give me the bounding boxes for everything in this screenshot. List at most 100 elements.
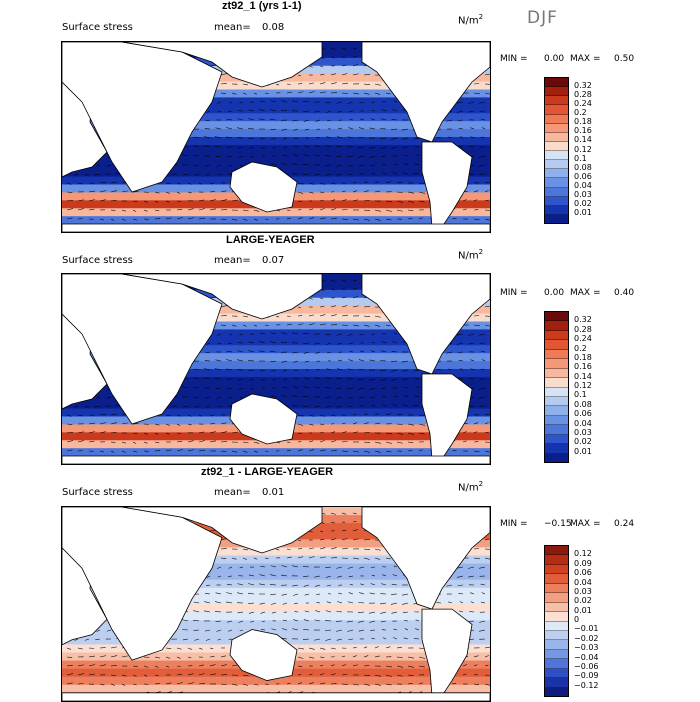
colorbar-tick-label: 0.06: [574, 568, 592, 577]
colorbar-swatch: [545, 151, 568, 160]
field-label: Surface stress: [62, 22, 133, 33]
colorbar-tick-label: 0.2: [574, 108, 587, 117]
colorbar-tick-label: 0.24: [574, 334, 592, 343]
units-label: N/m2: [458, 13, 483, 26]
colorbar-swatch: [545, 612, 568, 621]
panel-title: LARGE-YEAGER: [226, 234, 315, 246]
colorbar-swatch: [545, 78, 568, 87]
colorbar-swatch: [545, 546, 568, 555]
colorbar-swatch: [545, 688, 568, 696]
colorbar-tick-label: −0.04: [574, 653, 599, 662]
colorbar-swatch: [545, 96, 568, 105]
colorbar-swatch: [545, 350, 568, 359]
colorbar-tick-label: 0.12: [574, 381, 592, 390]
colorbar-tick-label: 0.03: [574, 587, 592, 596]
stress-map: [61, 506, 491, 702]
colorbar-swatch: [545, 340, 568, 349]
colorbar-swatch: [545, 454, 568, 462]
mean-value: 0.07: [262, 255, 284, 266]
colorbar-tick-label: 0.01: [574, 606, 592, 615]
colorbar-swatch: [545, 584, 568, 593]
colorbar-tick-label: −0.06: [574, 662, 599, 671]
colorbar-swatch: [545, 312, 568, 321]
units-base: N/m: [458, 250, 479, 261]
colorbar-swatch: [545, 142, 568, 151]
max-value: 0.50: [614, 54, 634, 64]
colorbar-swatch: [545, 669, 568, 678]
colorbar-tick-label: 0.1: [574, 154, 587, 163]
colorbar-tick-label: 0.02: [574, 437, 592, 446]
panel-title: zt92_1 (yrs 1-1): [222, 0, 302, 12]
colorbar-tick-label: −0.09: [574, 671, 599, 680]
colorbar-tick-label: 0.06: [574, 409, 592, 418]
colorbar-swatch: [545, 87, 568, 96]
colorbar-swatch: [545, 197, 568, 206]
colorbar-swatch: [545, 388, 568, 397]
colorbar-tick-label: 0.06: [574, 172, 592, 181]
colorbar-swatch: [545, 133, 568, 142]
colorbar-tick-label: 0.2: [574, 344, 587, 353]
colorbar-tick-label: 0.09: [574, 559, 592, 568]
map-canvas: [62, 42, 490, 232]
colorbar: [544, 311, 569, 463]
mean-value: 0.01: [262, 487, 284, 498]
colorbar-swatch: [545, 369, 568, 378]
units-exponent: 2: [479, 248, 483, 256]
colorbar-swatch: [545, 206, 568, 215]
colorbar-swatch: [545, 105, 568, 114]
colorbar-swatch: [545, 650, 568, 659]
colorbar-swatch: [545, 359, 568, 368]
colorbar-tick-label: 0.28: [574, 325, 592, 334]
colorbar-swatch: [545, 555, 568, 564]
colorbar-tick-label: 0.04: [574, 578, 592, 587]
colorbar-swatch: [545, 169, 568, 178]
colorbar-tick-label: 0.08: [574, 163, 592, 172]
landmass: [62, 224, 490, 232]
colorbar-swatch: [545, 321, 568, 330]
units-label: N/m2: [458, 480, 483, 493]
colorbar-tick-label: 0.1: [574, 390, 587, 399]
colorbar-swatch: [545, 378, 568, 387]
colorbar-swatch: [545, 659, 568, 668]
colorbar-tick-label: 0.04: [574, 419, 592, 428]
colorbar-swatch: [545, 565, 568, 574]
colorbar-tick-label: 0.01: [574, 447, 592, 456]
max-label: MAX =: [570, 54, 601, 64]
colorbar: [544, 77, 569, 224]
units-base: N/m: [458, 482, 479, 493]
colorbar-tick-label: 0.14: [574, 135, 592, 144]
colorbar-swatch: [545, 160, 568, 169]
colorbar-tick-label: 0.24: [574, 99, 592, 108]
colorbar-tick-label: 0.02: [574, 596, 592, 605]
colorbar-tick-label: 0.18: [574, 117, 592, 126]
colorbar-swatch: [545, 215, 568, 223]
colorbar-tick-label: −0.03: [574, 643, 599, 652]
colorbar-swatch: [545, 397, 568, 406]
min-label: MIN =: [500, 54, 528, 64]
mean-label: mean=: [214, 22, 251, 33]
colorbar-swatch: [545, 435, 568, 444]
colorbar-swatch: [545, 622, 568, 631]
colorbar-tick-label: 0.32: [574, 315, 592, 324]
landmass: [62, 456, 490, 464]
colorbar-swatch: [545, 574, 568, 583]
max-label: MAX =: [570, 288, 601, 298]
colorbar-tick-label: 0.02: [574, 199, 592, 208]
colorbar-tick-label: 0.16: [574, 126, 592, 135]
colorbar-swatch: [545, 331, 568, 340]
colorbar-swatch: [545, 444, 568, 453]
colorbar-tick-label: −0.01: [574, 624, 599, 633]
field-label: Surface stress: [62, 487, 133, 498]
map-canvas: [62, 507, 490, 701]
colorbar-tick-label: 0.32: [574, 81, 592, 90]
min-value: 0.00: [544, 288, 564, 298]
colorbar-swatch: [545, 593, 568, 602]
colorbar-tick-label: −0.02: [574, 634, 599, 643]
min-value: −0.15: [544, 519, 572, 529]
colorbar-swatch: [545, 416, 568, 425]
max-value: 0.24: [614, 519, 634, 529]
units-base: N/m: [458, 15, 479, 26]
season-label: DJF: [527, 8, 558, 28]
units-exponent: 2: [479, 13, 483, 21]
mean-label: mean=: [214, 487, 251, 498]
